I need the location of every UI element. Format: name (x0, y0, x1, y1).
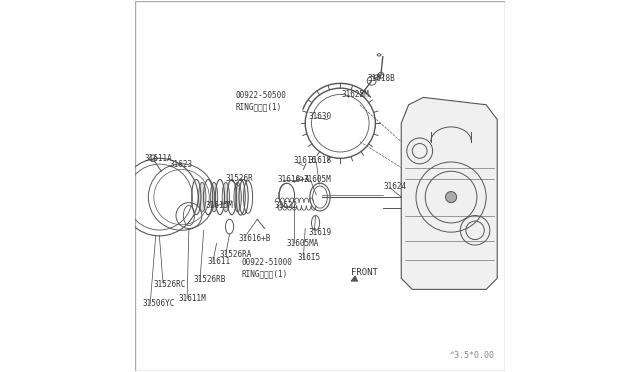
Text: 31526RA: 31526RA (220, 250, 252, 259)
Text: 31623: 31623 (170, 160, 193, 169)
Text: 31611A: 31611A (145, 154, 172, 163)
Text: 31618: 31618 (308, 156, 332, 166)
Circle shape (445, 192, 456, 203)
Text: 31616+A: 31616+A (278, 175, 310, 184)
Text: 31616: 31616 (293, 156, 317, 166)
Text: 31622: 31622 (275, 201, 298, 210)
Text: 31618B: 31618B (367, 74, 395, 83)
Text: 31605MA: 31605MA (287, 239, 319, 248)
Text: 31611: 31611 (208, 257, 231, 266)
Text: 316I5: 316I5 (298, 253, 321, 263)
Text: 31616+B: 31616+B (238, 234, 271, 243)
Text: 31611M: 31611M (179, 294, 207, 303)
Text: 31630: 31630 (308, 112, 332, 121)
Text: 00922-50500: 00922-50500 (235, 91, 286, 100)
Text: 31615M: 31615M (205, 201, 234, 210)
Text: ^3.5*0.00: ^3.5*0.00 (449, 351, 494, 360)
Text: FRONT: FRONT (351, 268, 378, 277)
Text: 31526RC: 31526RC (154, 280, 186, 289)
Text: 31506YC: 31506YC (142, 299, 175, 308)
Polygon shape (401, 97, 497, 289)
Text: 31619: 31619 (309, 228, 332, 237)
Text: 31625M: 31625M (341, 90, 369, 99)
Text: 00922-51000: 00922-51000 (242, 258, 292, 267)
Ellipse shape (211, 182, 218, 212)
Ellipse shape (222, 182, 230, 212)
Text: RINGリング(1): RINGリング(1) (242, 269, 288, 278)
Ellipse shape (234, 182, 241, 212)
Text: 31624: 31624 (383, 182, 406, 191)
Ellipse shape (198, 182, 206, 212)
Text: 31526R: 31526R (226, 174, 253, 183)
Text: 31526RB: 31526RB (194, 275, 226, 283)
Text: 31605M: 31605M (303, 175, 331, 184)
Text: RINGリング(1): RINGリング(1) (235, 102, 282, 111)
